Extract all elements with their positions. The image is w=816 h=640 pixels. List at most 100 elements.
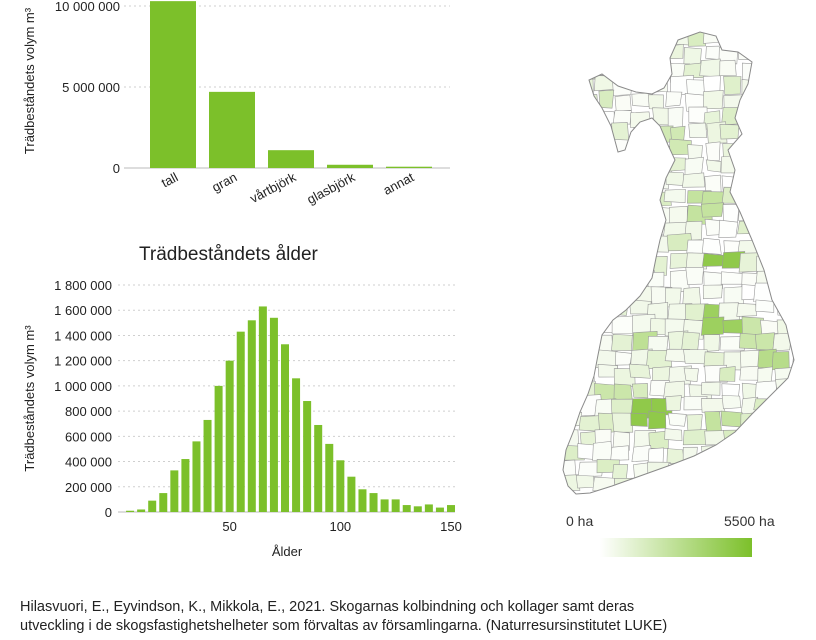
y-tick-label: 200 000 bbox=[65, 480, 112, 495]
municipality-region bbox=[738, 204, 759, 221]
municipality-region bbox=[774, 427, 792, 447]
municipality-region bbox=[592, 441, 614, 463]
municipality-region bbox=[794, 428, 815, 441]
bar bbox=[170, 470, 179, 512]
bar bbox=[159, 493, 168, 512]
municipality-region bbox=[575, 191, 601, 211]
municipality-region bbox=[563, 156, 578, 175]
municipality-region bbox=[775, 32, 794, 44]
municipality-region bbox=[651, 47, 668, 63]
municipality-region bbox=[595, 45, 613, 67]
municipality-region bbox=[754, 332, 775, 351]
municipality-region bbox=[687, 491, 711, 494]
bar bbox=[314, 424, 323, 512]
municipality-region bbox=[612, 77, 634, 96]
municipality-region bbox=[758, 203, 780, 221]
y-tick-label: 1 200 000 bbox=[54, 354, 112, 369]
municipality-region bbox=[790, 363, 794, 385]
municipality-region bbox=[563, 271, 581, 289]
municipality-region bbox=[610, 219, 634, 241]
municipality-region bbox=[792, 300, 794, 317]
municipality-region bbox=[777, 93, 794, 110]
municipality-region bbox=[756, 91, 774, 107]
municipality-region bbox=[598, 60, 618, 76]
municipality-region bbox=[720, 460, 737, 480]
y-tick-label: 1 400 000 bbox=[54, 328, 112, 343]
municipality-region bbox=[776, 301, 794, 317]
municipality-region bbox=[703, 90, 724, 110]
municipality-region bbox=[760, 127, 779, 145]
municipality-region bbox=[755, 270, 782, 286]
legend-gradient-bar bbox=[600, 538, 752, 557]
bar bbox=[137, 509, 146, 512]
municipality-region bbox=[736, 171, 758, 186]
municipality-region bbox=[575, 474, 595, 489]
y-tick-label: 0 bbox=[113, 161, 120, 176]
municipality-region bbox=[795, 383, 811, 397]
municipality-region bbox=[699, 489, 721, 494]
municipality-region bbox=[703, 334, 720, 352]
bar bbox=[126, 510, 135, 512]
bar bbox=[148, 500, 157, 512]
municipality-region bbox=[796, 414, 816, 428]
municipality-region bbox=[628, 363, 651, 379]
municipality-region bbox=[688, 461, 706, 480]
municipality-region bbox=[578, 208, 600, 228]
municipality-region bbox=[777, 239, 794, 258]
municipality-region bbox=[594, 173, 616, 189]
municipality-region bbox=[720, 446, 737, 462]
municipality-region bbox=[774, 73, 794, 90]
municipality-region bbox=[611, 333, 633, 351]
bar bbox=[402, 505, 411, 512]
x-tick-label: tall bbox=[159, 169, 181, 190]
municipality-region bbox=[705, 141, 721, 162]
y-tick-label: 1 800 000 bbox=[54, 278, 112, 293]
bar bbox=[336, 460, 345, 512]
municipality-region bbox=[575, 78, 594, 99]
municipality-region bbox=[772, 416, 792, 435]
municipality-region bbox=[597, 191, 615, 205]
municipality-region bbox=[593, 300, 618, 319]
bar bbox=[247, 320, 256, 512]
municipality-region bbox=[682, 172, 705, 188]
municipality-region bbox=[773, 46, 794, 68]
bar bbox=[269, 317, 278, 512]
municipality-region bbox=[723, 75, 742, 95]
bar bbox=[209, 91, 255, 168]
municipality-region bbox=[563, 383, 583, 401]
bar bbox=[292, 378, 301, 512]
age-chart-title: Trädbeståndets ålder bbox=[139, 244, 318, 265]
municipality-region bbox=[613, 383, 633, 402]
municipality-region bbox=[596, 268, 618, 288]
municipality-region bbox=[649, 157, 673, 173]
municipality-region bbox=[704, 411, 722, 432]
municipality-region bbox=[719, 366, 736, 382]
municipality-region bbox=[667, 478, 686, 493]
municipality-region bbox=[563, 398, 582, 418]
municipality-region bbox=[563, 46, 578, 69]
municipality-region bbox=[563, 171, 574, 189]
municipality-region bbox=[755, 191, 782, 213]
y-axis-label: Trädbeståndets volym m³ bbox=[22, 325, 37, 472]
municipality-region bbox=[563, 254, 582, 268]
municipality-region bbox=[771, 351, 790, 371]
municipality-region bbox=[791, 95, 794, 112]
legend-min-label: 0 ha bbox=[566, 513, 594, 529]
bar bbox=[391, 499, 400, 512]
municipality-region bbox=[720, 271, 744, 285]
municipality-region bbox=[719, 59, 737, 76]
y-tick-label: 1 000 000 bbox=[54, 379, 112, 394]
x-tick-label: 150 bbox=[440, 519, 462, 534]
municipality-region bbox=[739, 365, 760, 381]
municipality-region bbox=[613, 187, 633, 207]
municipality-region bbox=[795, 47, 813, 64]
municipality-region bbox=[792, 157, 794, 175]
x-tick-label: 100 bbox=[329, 519, 351, 534]
municipality-region bbox=[756, 74, 776, 91]
municipality-region bbox=[668, 157, 687, 172]
municipality-region bbox=[740, 96, 758, 116]
municipality-region bbox=[720, 410, 743, 428]
municipality-region bbox=[721, 395, 742, 410]
municipality-region bbox=[791, 317, 794, 337]
municipality-region bbox=[686, 414, 703, 433]
